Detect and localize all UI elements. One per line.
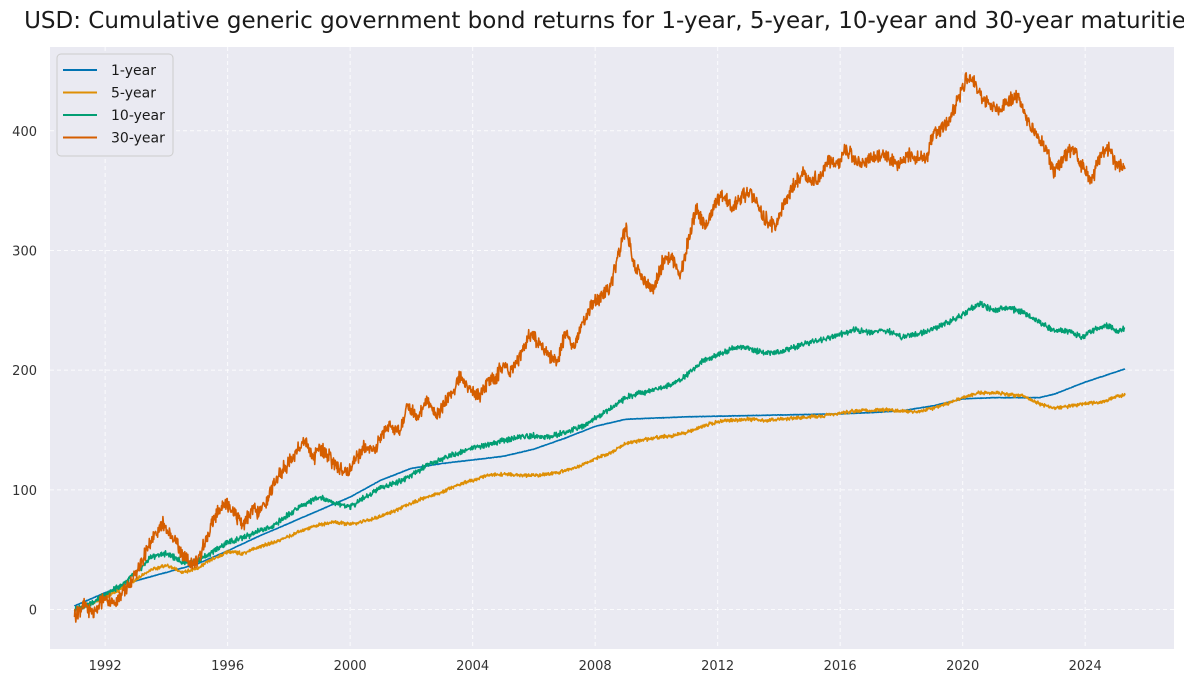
series-line-10-year xyxy=(74,300,1126,612)
x-tick-label: 2004 xyxy=(456,659,489,674)
y-tick-label: 0 xyxy=(29,604,37,619)
x-tick-label: 2016 xyxy=(824,659,857,674)
legend-box xyxy=(56,53,174,157)
series-line-5-year xyxy=(73,390,1126,612)
legend-label-5-year: 5-year xyxy=(111,86,156,102)
plot-area xyxy=(50,47,1174,649)
series-lines xyxy=(73,72,1126,623)
chart-title: USD: Cumulative generic government bond … xyxy=(24,8,1184,34)
axis-ticks: 1992 1996 2000 2004 2008 2012 2016 2020 2024 0 100… xyxy=(12,125,1102,674)
y-tick-label: 400 xyxy=(12,125,37,140)
legend-label-10-year: 10-year xyxy=(111,108,165,124)
y-tick-label: 200 xyxy=(12,364,37,379)
legend: 1-year 5-year 10-year 30-year xyxy=(56,53,174,157)
legend-label-1-year: 1-year xyxy=(111,63,156,79)
x-tick-label: 2020 xyxy=(946,659,979,674)
x-tick-label: 2000 xyxy=(334,659,367,674)
x-tick-label: 2024 xyxy=(1069,659,1102,674)
y-tick-label: 300 xyxy=(12,244,37,259)
x-tick-label: 1992 xyxy=(89,659,122,674)
x-tick-label: 2012 xyxy=(701,659,734,674)
x-tick-label: 2008 xyxy=(579,659,612,674)
legend-label-30-year: 30-year xyxy=(111,131,165,147)
y-tick-label: 100 xyxy=(12,484,37,499)
grid xyxy=(50,47,1174,649)
series-line-30-year xyxy=(73,72,1126,623)
x-tick-label: 1996 xyxy=(211,659,244,674)
